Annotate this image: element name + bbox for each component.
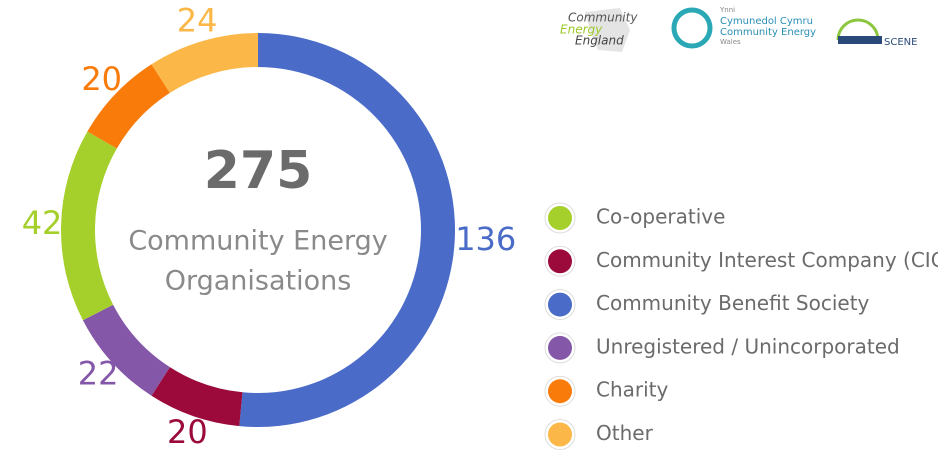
center-text: Community Energy	[128, 226, 387, 257]
logo-text: Wales	[720, 38, 741, 46]
legend-swatch	[548, 379, 572, 404]
logo-text: Cymunedol Cymru	[720, 16, 813, 27]
donut-segment	[87, 64, 170, 149]
center-text: Organisations	[165, 266, 352, 297]
donut-segment	[60, 131, 117, 321]
logo-text: England	[575, 34, 624, 48]
donut-segment	[151, 33, 258, 93]
logo-shape	[836, 18, 880, 41]
legend-swatch	[548, 292, 572, 317]
logo-text: Ynni	[719, 6, 735, 14]
logo-shape	[671, 7, 713, 49]
legend-swatch	[548, 422, 572, 447]
data-label: 136	[455, 220, 516, 258]
legend-label: Unregistered / Unincorporated	[596, 334, 900, 358]
logo-scene: SCENE	[836, 18, 917, 48]
legend-label: Community Interest Company (CIC)	[596, 248, 938, 272]
donut-segment	[82, 304, 170, 396]
data-label: 42	[22, 204, 63, 242]
logo-text: Community Energy	[720, 27, 816, 38]
legend-swatch	[548, 249, 572, 274]
legend-label: Community Benefit Society	[596, 291, 870, 315]
data-label: 20	[81, 60, 122, 98]
logo-text: SCENE	[884, 37, 917, 48]
legend-swatch	[548, 335, 572, 360]
logo-shape	[838, 36, 882, 44]
logo-text: Community	[568, 11, 638, 25]
donut-segment	[239, 33, 455, 427]
logo-cee: Community Energy England	[560, 8, 638, 52]
legend-label: Charity	[596, 378, 669, 402]
legend-label: Co-operative	[596, 205, 725, 229]
logo-shape	[585, 8, 630, 52]
data-label: 24	[177, 2, 218, 40]
donut-segment	[151, 367, 243, 427]
center-value: 275	[204, 141, 313, 201]
legend-swatch	[548, 206, 572, 230]
data-label: 20	[167, 413, 208, 451]
legend-label: Other	[596, 421, 654, 445]
logo-text: Energy	[560, 23, 603, 37]
logo-cew: Ynni Cymunedol Cymru Community Energy Wa…	[671, 6, 816, 49]
data-label: 22	[78, 354, 119, 392]
